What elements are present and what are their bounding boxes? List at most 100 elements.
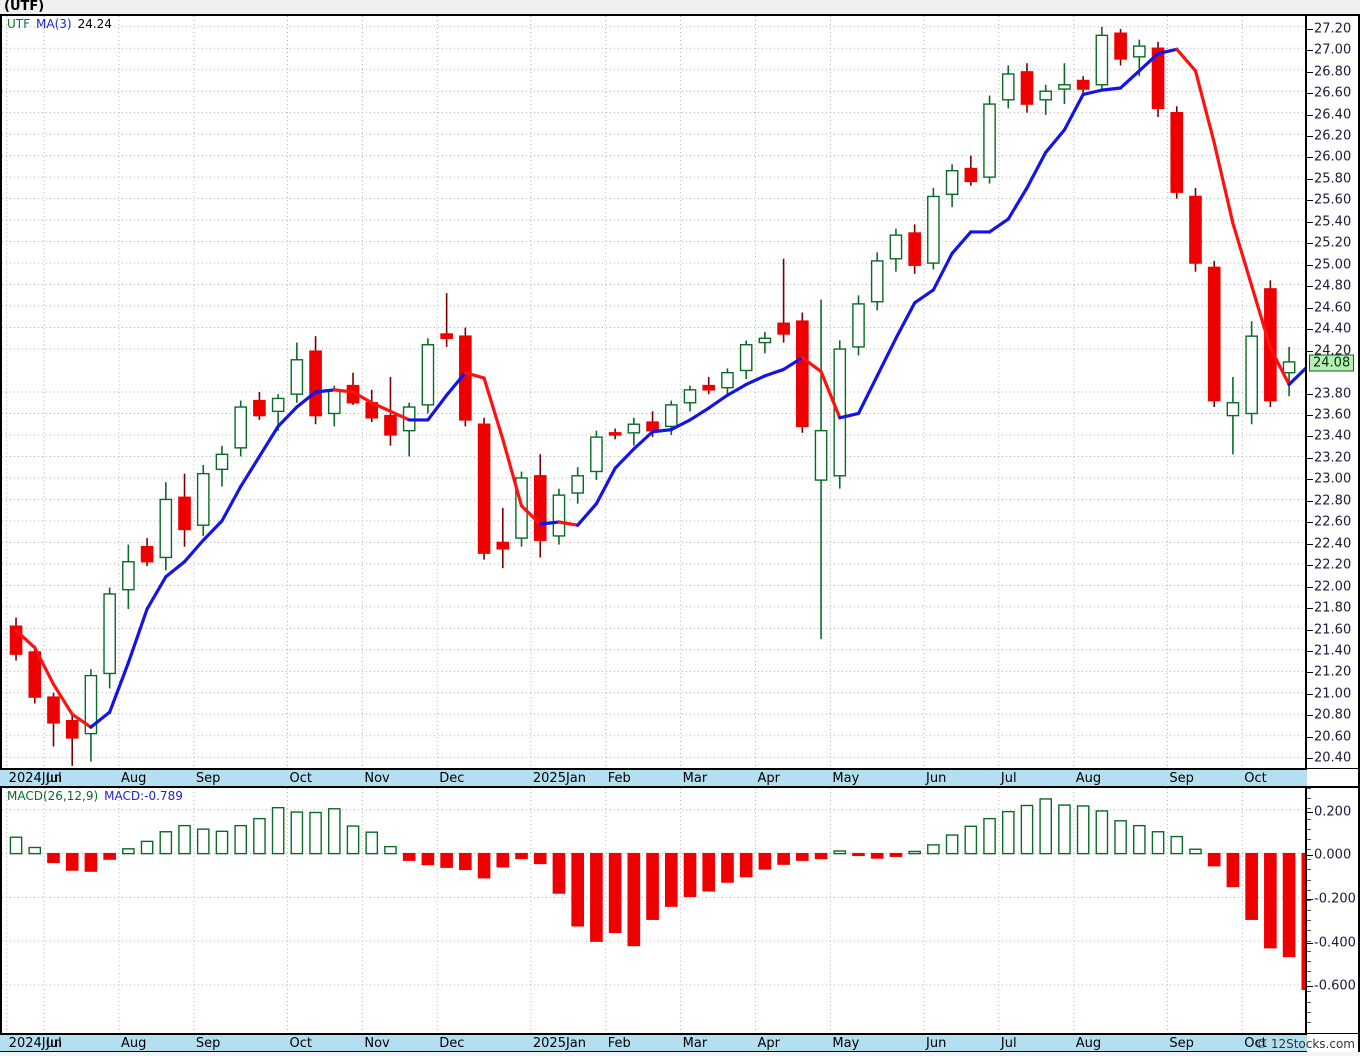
x-axis-label: Sep [195,771,221,786]
price-grid [2,16,1305,768]
x-axis-label: Jul [1000,1036,1017,1051]
axis-minor-tick [1307,788,1311,789]
axis-minor-tick [1307,859,1311,861]
legend-symbol: UTF [7,17,31,31]
x-axis-label: Aug [1075,1036,1102,1051]
x-axis-label: 2025Jan [532,1036,586,1051]
macd-y-axis[interactable]: 0.200 0.000 -0.200 -0.400 -0.600 [1307,786,1360,1034]
price-axis-label: 22.00 [1314,579,1352,595]
price-chart-pane[interactable]: UTF MA(3) 24.24 [0,14,1307,769]
x-axis-label: Jul [46,771,62,786]
macd-legend: MACD(26,12,9) MACD:-0.789 [7,789,189,803]
axis-minor-tick [1307,920,1311,922]
price-axis-tick [1307,672,1313,674]
price-axis-tick [1307,650,1313,652]
price-axis-tick [1307,479,1313,481]
price-axis-tick [1307,200,1313,202]
x-axis-label: Mar [682,1036,708,1051]
price-axis-tick [1307,157,1313,159]
price-axis-tick [1307,736,1313,738]
price-axis-tick [1307,565,1313,567]
macd-chart-pane[interactable]: MACD(26,12,9) MACD:-0.789 [0,786,1307,1034]
price-axis-tick [1307,178,1313,180]
axis-minor-tick [1307,818,1311,820]
x-axis-label: Dec [439,1036,465,1051]
x-axis-label: Sep [195,1036,221,1051]
axis-minor-tick [1307,991,1311,993]
legend-ma-value: 24.24 [77,17,112,31]
axis-minor-tick [1307,838,1311,840]
x-axis-label: 2025Jan [532,771,586,786]
title-bar: (UTF) [0,0,1360,14]
axis-minor-tick [1307,889,1311,891]
axis-minor-tick [1307,849,1311,850]
price-axis-label: 24.20 [1314,343,1352,359]
price-axis-label: 21.60 [1314,622,1352,638]
axis-minor-tick [1307,910,1311,911]
price-axis-tick [1307,221,1313,223]
price-axis-tick [1307,243,1313,245]
price-axis-tick [1307,758,1313,760]
macd-axis-tick [1307,855,1313,857]
price-axis-label: 23.00 [1314,471,1352,487]
axis-minor-tick [1307,960,1311,962]
price-axis-label: 21.00 [1314,686,1352,702]
macd-axis-tick [1307,942,1313,944]
price-axis-tick [1307,693,1313,695]
macd-x-axis[interactable]: 2024Jun Jul Aug Sep Oct Nov Dec 2025Jan Feb Mar Ap… [0,1034,1307,1052]
axis-minor-tick [1307,879,1311,881]
macd-axis-label: 0.000 [1314,847,1352,863]
x-axis-label: Mar [682,771,708,786]
macd-plot-svg [2,788,1305,1033]
price-axis-tick [1307,93,1313,95]
x-axis-label: Apr [757,1036,781,1051]
price-axis-tick [1307,414,1313,416]
price-axis-label: 23.80 [1314,386,1352,401]
price-axis-tick [1307,286,1313,288]
price-axis-tick [1307,543,1313,545]
x-axis-label: Aug [121,1036,147,1051]
macd-axis-tick [1307,811,1313,813]
axis-minor-tick [1307,981,1311,983]
price-axis-label: 20.40 [1314,750,1352,766]
x-axis-label: May [832,771,860,786]
price-axis-label: 26.40 [1314,107,1352,123]
price-axis-label: 24.80 [1314,278,1352,294]
price-axis-label: 24.60 [1314,300,1352,316]
axis-minor-tick [1307,1001,1311,1003]
price-axis-label: 25.60 [1314,192,1352,208]
macd-axis-tick [1307,898,1313,900]
price-axis-label: 20.60 [1314,729,1352,745]
price-axis-tick [1307,608,1313,610]
price-axis-label: 23.20 [1314,450,1352,466]
price-axis-label: 27.20 [1314,21,1352,37]
price-axis-tick [1307,136,1313,137]
price-axis-label: 26.60 [1314,85,1352,101]
x-axis-label: Jul [1000,771,1017,786]
price-axis-label: 27.00 [1314,42,1352,58]
x-axis-label: Aug [1075,771,1102,786]
x-axis-label: Jun [926,1036,947,1051]
price-axis-label: 23.40 [1314,428,1352,444]
legend-macd-value: MACD:-0.789 [104,789,183,803]
axis-minor-tick [1307,828,1311,830]
price-y-axis[interactable]: 27.20 27.00 26.80 26.60 26.40 26.20 26.00 25.80… [1307,14,1360,769]
price-axis-tick [1307,50,1313,52]
macd-axis-tick [1307,986,1313,988]
price-axis-tick [1307,264,1313,266]
x-axis-label: Dec [439,771,465,786]
x-axis-label: Feb [607,1036,631,1051]
x-axis-label: Aug [121,771,147,786]
price-axis-label: 22.80 [1314,493,1352,509]
axis-minor-tick [1307,950,1311,952]
price-x-axis[interactable]: 2024Jun Jul Aug Sep Oct Nov Dec 2025Jan Feb Mar Ap… [0,769,1307,787]
price-axis-label: 20.80 [1314,707,1352,723]
price-axis-tick [1307,393,1313,395]
price-axis-tick [1307,436,1313,438]
macd-x-axis-corner [1307,1034,1360,1052]
price-x-axis-corner [1307,769,1360,787]
price-axis-tick [1307,71,1313,73]
price-axis-label: 26.20 [1314,128,1352,144]
price-axis-label: 22.60 [1314,514,1352,530]
price-axis-label: 21.40 [1314,643,1352,659]
